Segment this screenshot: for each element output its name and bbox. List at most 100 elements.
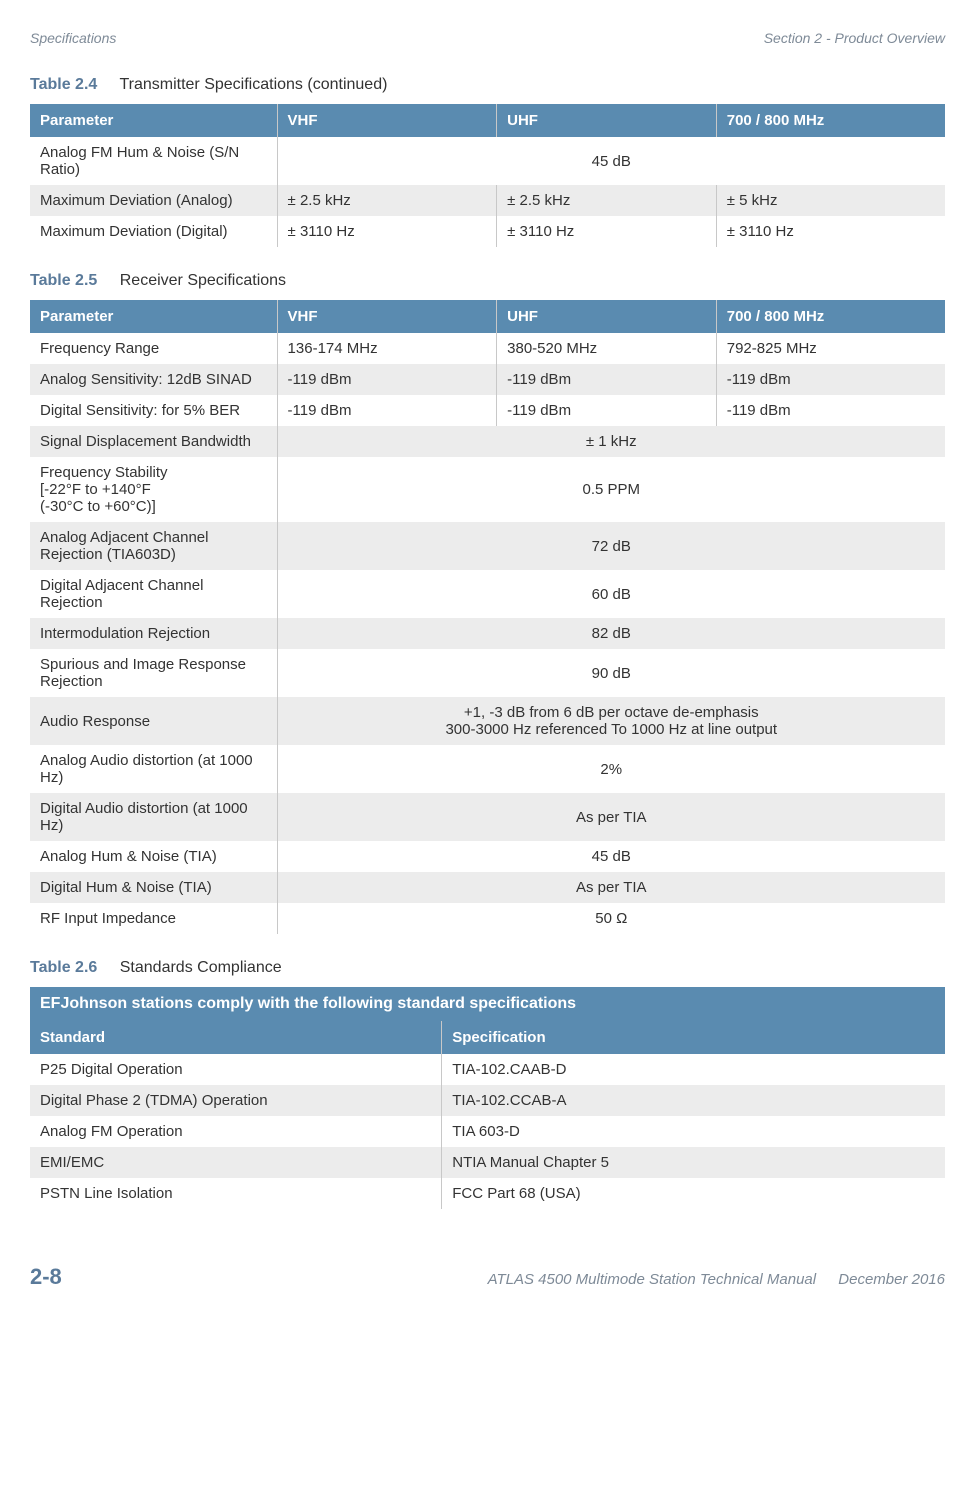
- cell-merged: As per TIA: [277, 793, 945, 841]
- page-header: Specifications Section 2 - Product Overv…: [30, 30, 945, 46]
- cell-param: Analog FM Hum & Noise (S/N Ratio): [30, 137, 277, 185]
- col-uhf: UHF: [497, 300, 717, 333]
- table-row: Digital Audio distortion (at 1000 Hz) As…: [30, 793, 945, 841]
- cell-vhf: ± 2.5 kHz: [277, 185, 497, 216]
- table-title: Standards Compliance: [120, 959, 282, 976]
- table-row: Analog Sensitivity: 12dB SINAD -119 dBm …: [30, 364, 945, 395]
- col-standard: Standard: [30, 1021, 442, 1054]
- table-2-4-caption: Table 2.4 Transmitter Specifications (co…: [30, 76, 945, 94]
- cell-param: Digital Sensitivity: for 5% BER: [30, 395, 277, 426]
- cell-merged: 60 dB: [277, 570, 945, 618]
- cell-param: Frequency Stability [-22°F to +140°F (-3…: [30, 457, 277, 522]
- cell-param: Analog Adjacent Channel Rejection (TIA60…: [30, 522, 277, 570]
- table-row: Digital Hum & Noise (TIA) As per TIA: [30, 872, 945, 903]
- cell-spec: TIA 603-D: [442, 1116, 945, 1147]
- table-row: Frequency Range 136-174 MHz 380-520 MHz …: [30, 333, 945, 364]
- cell-700: -119 dBm: [716, 364, 945, 395]
- cell-merged: 72 dB: [277, 522, 945, 570]
- header-left: Specifications: [30, 30, 116, 46]
- table-title: Receiver Specifications: [120, 272, 286, 289]
- cell-spec: TIA-102.CCAB-A: [442, 1085, 945, 1116]
- cell-param: Analog Sensitivity: 12dB SINAD: [30, 364, 277, 395]
- table-row: Analog Adjacent Channel Rejection (TIA60…: [30, 522, 945, 570]
- cell-param: Maximum Deviation (Analog): [30, 185, 277, 216]
- cell-param: Analog Hum & Noise (TIA): [30, 841, 277, 872]
- cell-param: Analog Audio distortion (at 1000 Hz): [30, 745, 277, 793]
- cell-700: 792-825 MHz: [716, 333, 945, 364]
- cell-700: ± 3110 Hz: [716, 216, 945, 247]
- table-number: Table 2.4: [30, 76, 97, 93]
- table-row: P25 Digital Operation TIA-102.CAAB-D: [30, 1054, 945, 1085]
- col-specification: Specification: [442, 1021, 945, 1054]
- cell-spec: NTIA Manual Chapter 5: [442, 1147, 945, 1178]
- page-footer: 2-8 ATLAS 4500 Multimode Station Technic…: [30, 1264, 945, 1290]
- table-row: Spurious and Image Response Rejection 90…: [30, 649, 945, 697]
- cell-param: RF Input Impedance: [30, 903, 277, 934]
- cell-merged: 90 dB: [277, 649, 945, 697]
- table-row: Analog FM Operation TIA 603-D: [30, 1116, 945, 1147]
- cell-700: ± 5 kHz: [716, 185, 945, 216]
- receiver-specs-table: Parameter VHF UHF 700 / 800 MHz Frequenc…: [30, 300, 945, 934]
- table-row: Analog FM Hum & Noise (S/N Ratio) 45 dB: [30, 137, 945, 185]
- table-header-row: Parameter VHF UHF 700 / 800 MHz: [30, 104, 945, 137]
- cell-merged: 50 Ω: [277, 903, 945, 934]
- table-header-row: Standard Specification: [30, 1021, 945, 1054]
- table-row: Frequency Stability [-22°F to +140°F (-3…: [30, 457, 945, 522]
- cell-param: Intermodulation Rejection: [30, 618, 277, 649]
- footer-right: ATLAS 4500 Multimode Station Technical M…: [488, 1271, 945, 1288]
- page-number: 2-8: [30, 1264, 62, 1290]
- cell-uhf: -119 dBm: [497, 364, 717, 395]
- header-right: Section 2 - Product Overview: [764, 30, 945, 46]
- table-title: Transmitter Specifications (continued): [119, 76, 387, 93]
- cell-merged: 45 dB: [277, 841, 945, 872]
- cell-param: Signal Displacement Bandwidth: [30, 426, 277, 457]
- cell-standard: PSTN Line Isolation: [30, 1178, 442, 1209]
- cell-param: Digital Audio distortion (at 1000 Hz): [30, 793, 277, 841]
- cell-700: -119 dBm: [716, 395, 945, 426]
- table-row: Digital Adjacent Channel Rejection 60 dB: [30, 570, 945, 618]
- cell-uhf: 380-520 MHz: [497, 333, 717, 364]
- cell-param: Digital Adjacent Channel Rejection: [30, 570, 277, 618]
- cell-vhf: -119 dBm: [277, 395, 497, 426]
- cell-merged: 82 dB: [277, 618, 945, 649]
- cell-standard: Analog FM Operation: [30, 1116, 442, 1147]
- cell-param: Digital Hum & Noise (TIA): [30, 872, 277, 903]
- table-header-row: Parameter VHF UHF 700 / 800 MHz: [30, 300, 945, 333]
- table-banner-row: EFJohnson stations comply with the follo…: [30, 987, 945, 1021]
- cell-merged: 2%: [277, 745, 945, 793]
- cell-vhf: 136-174 MHz: [277, 333, 497, 364]
- table-row: Intermodulation Rejection 82 dB: [30, 618, 945, 649]
- cell-uhf: ± 3110 Hz: [497, 216, 717, 247]
- table-row: RF Input Impedance 50 Ω: [30, 903, 945, 934]
- table-row: Audio Response +1, -3 dB from 6 dB per o…: [30, 697, 945, 745]
- cell-uhf: ± 2.5 kHz: [497, 185, 717, 216]
- banner-text: EFJohnson stations comply with the follo…: [30, 987, 945, 1021]
- col-vhf: VHF: [277, 300, 497, 333]
- cell-standard: EMI/EMC: [30, 1147, 442, 1178]
- cell-merged: 0.5 PPM: [277, 457, 945, 522]
- cell-standard: Digital Phase 2 (TDMA) Operation: [30, 1085, 442, 1116]
- col-700-800: 700 / 800 MHz: [716, 300, 945, 333]
- cell-param: Maximum Deviation (Digital): [30, 216, 277, 247]
- table-2-6-caption: Table 2.6 Standards Compliance: [30, 959, 945, 977]
- table-row: PSTN Line Isolation FCC Part 68 (USA): [30, 1178, 945, 1209]
- col-700-800: 700 / 800 MHz: [716, 104, 945, 137]
- cell-spec: FCC Part 68 (USA): [442, 1178, 945, 1209]
- cell-param: Audio Response: [30, 697, 277, 745]
- col-uhf: UHF: [497, 104, 717, 137]
- table-number: Table 2.5: [30, 272, 97, 289]
- manual-title: ATLAS 4500 Multimode Station Technical M…: [488, 1271, 817, 1288]
- cell-uhf: -119 dBm: [497, 395, 717, 426]
- cell-merged: +1, -3 dB from 6 dB per octave de-emphas…: [277, 697, 945, 745]
- col-parameter: Parameter: [30, 300, 277, 333]
- cell-param: Spurious and Image Response Rejection: [30, 649, 277, 697]
- table-row: Maximum Deviation (Analog) ± 2.5 kHz ± 2…: [30, 185, 945, 216]
- standards-compliance-table: EFJohnson stations comply with the follo…: [30, 987, 945, 1209]
- table-row: Signal Displacement Bandwidth ± 1 kHz: [30, 426, 945, 457]
- cell-vhf: ± 3110 Hz: [277, 216, 497, 247]
- cell-spec: TIA-102.CAAB-D: [442, 1054, 945, 1085]
- cell-param: Frequency Range: [30, 333, 277, 364]
- table-row: Maximum Deviation (Digital) ± 3110 Hz ± …: [30, 216, 945, 247]
- cell-merged: 45 dB: [277, 137, 945, 185]
- cell-merged: ± 1 kHz: [277, 426, 945, 457]
